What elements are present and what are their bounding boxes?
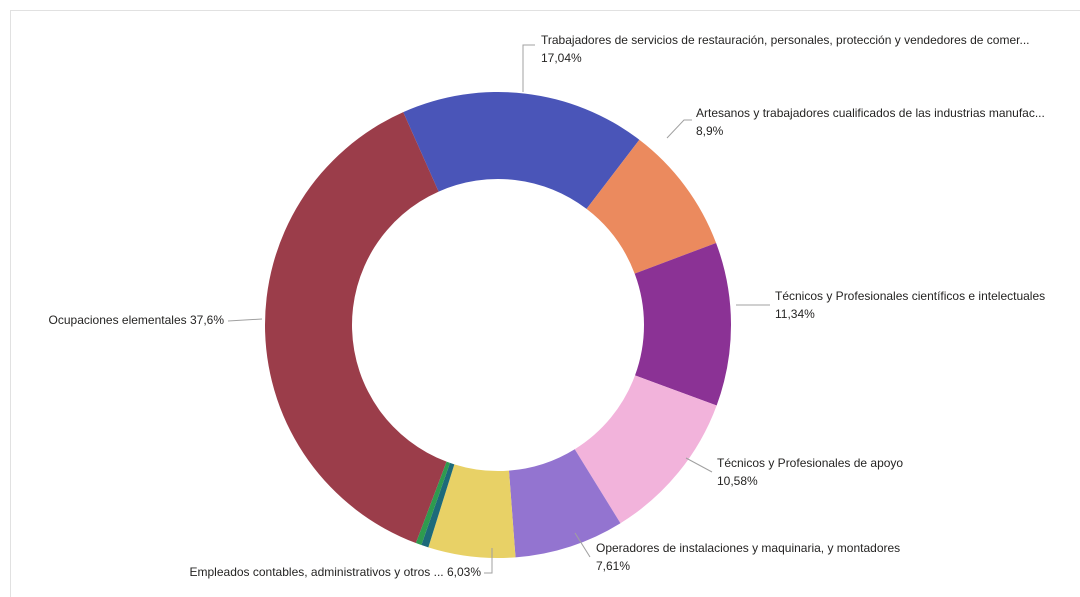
- slice-value-label: 11,34%: [775, 307, 815, 321]
- leader-line: [522, 44, 535, 92]
- slice-value-label: 6,03%: [447, 565, 481, 579]
- leader-line: [227, 318, 263, 322]
- slice-value-label: 17,04%: [541, 51, 582, 65]
- leader-line: [484, 548, 493, 574]
- donut-slice: [415, 461, 450, 546]
- donut-slice: [508, 449, 621, 558]
- visual-frame: [10, 10, 1080, 597]
- donut-slice: [403, 92, 640, 209]
- donut-slice: [574, 375, 717, 524]
- slice-label-group: Empleados contables, administrativos y o…: [190, 565, 482, 579]
- donut-slice: [428, 464, 516, 558]
- slice-value-label: 8,9%: [696, 124, 724, 138]
- slice-label: Artesanos y trabajadores cualificados de…: [696, 106, 1045, 120]
- slice-label: Trabajadores de servicios de restauració…: [541, 33, 1029, 47]
- donut-slice: [264, 112, 447, 544]
- slice-label: Técnicos y Profesionales científicos e i…: [775, 289, 1045, 303]
- slice-value-label: 10,58%: [717, 474, 758, 488]
- slice-value-label: 37,6%: [190, 313, 224, 327]
- leader-line: [666, 119, 692, 139]
- slice-label: Operadores de instalaciones y maquinaria…: [596, 541, 900, 555]
- slice-label: Técnicos y Profesionales de apoyo: [717, 456, 903, 470]
- slice-value-label: 7,61%: [596, 559, 630, 573]
- donut-slice: [421, 462, 455, 548]
- slice-label-group: Ocupaciones elementales 37,6%: [49, 313, 225, 327]
- donut-slice: [586, 139, 717, 274]
- leader-line: [685, 457, 713, 473]
- slice-label: Ocupaciones elementales: [49, 313, 187, 327]
- donut-slice: [634, 242, 731, 406]
- leader-line: [574, 532, 591, 558]
- slice-label: Empleados contables, administrativos y o…: [190, 565, 444, 579]
